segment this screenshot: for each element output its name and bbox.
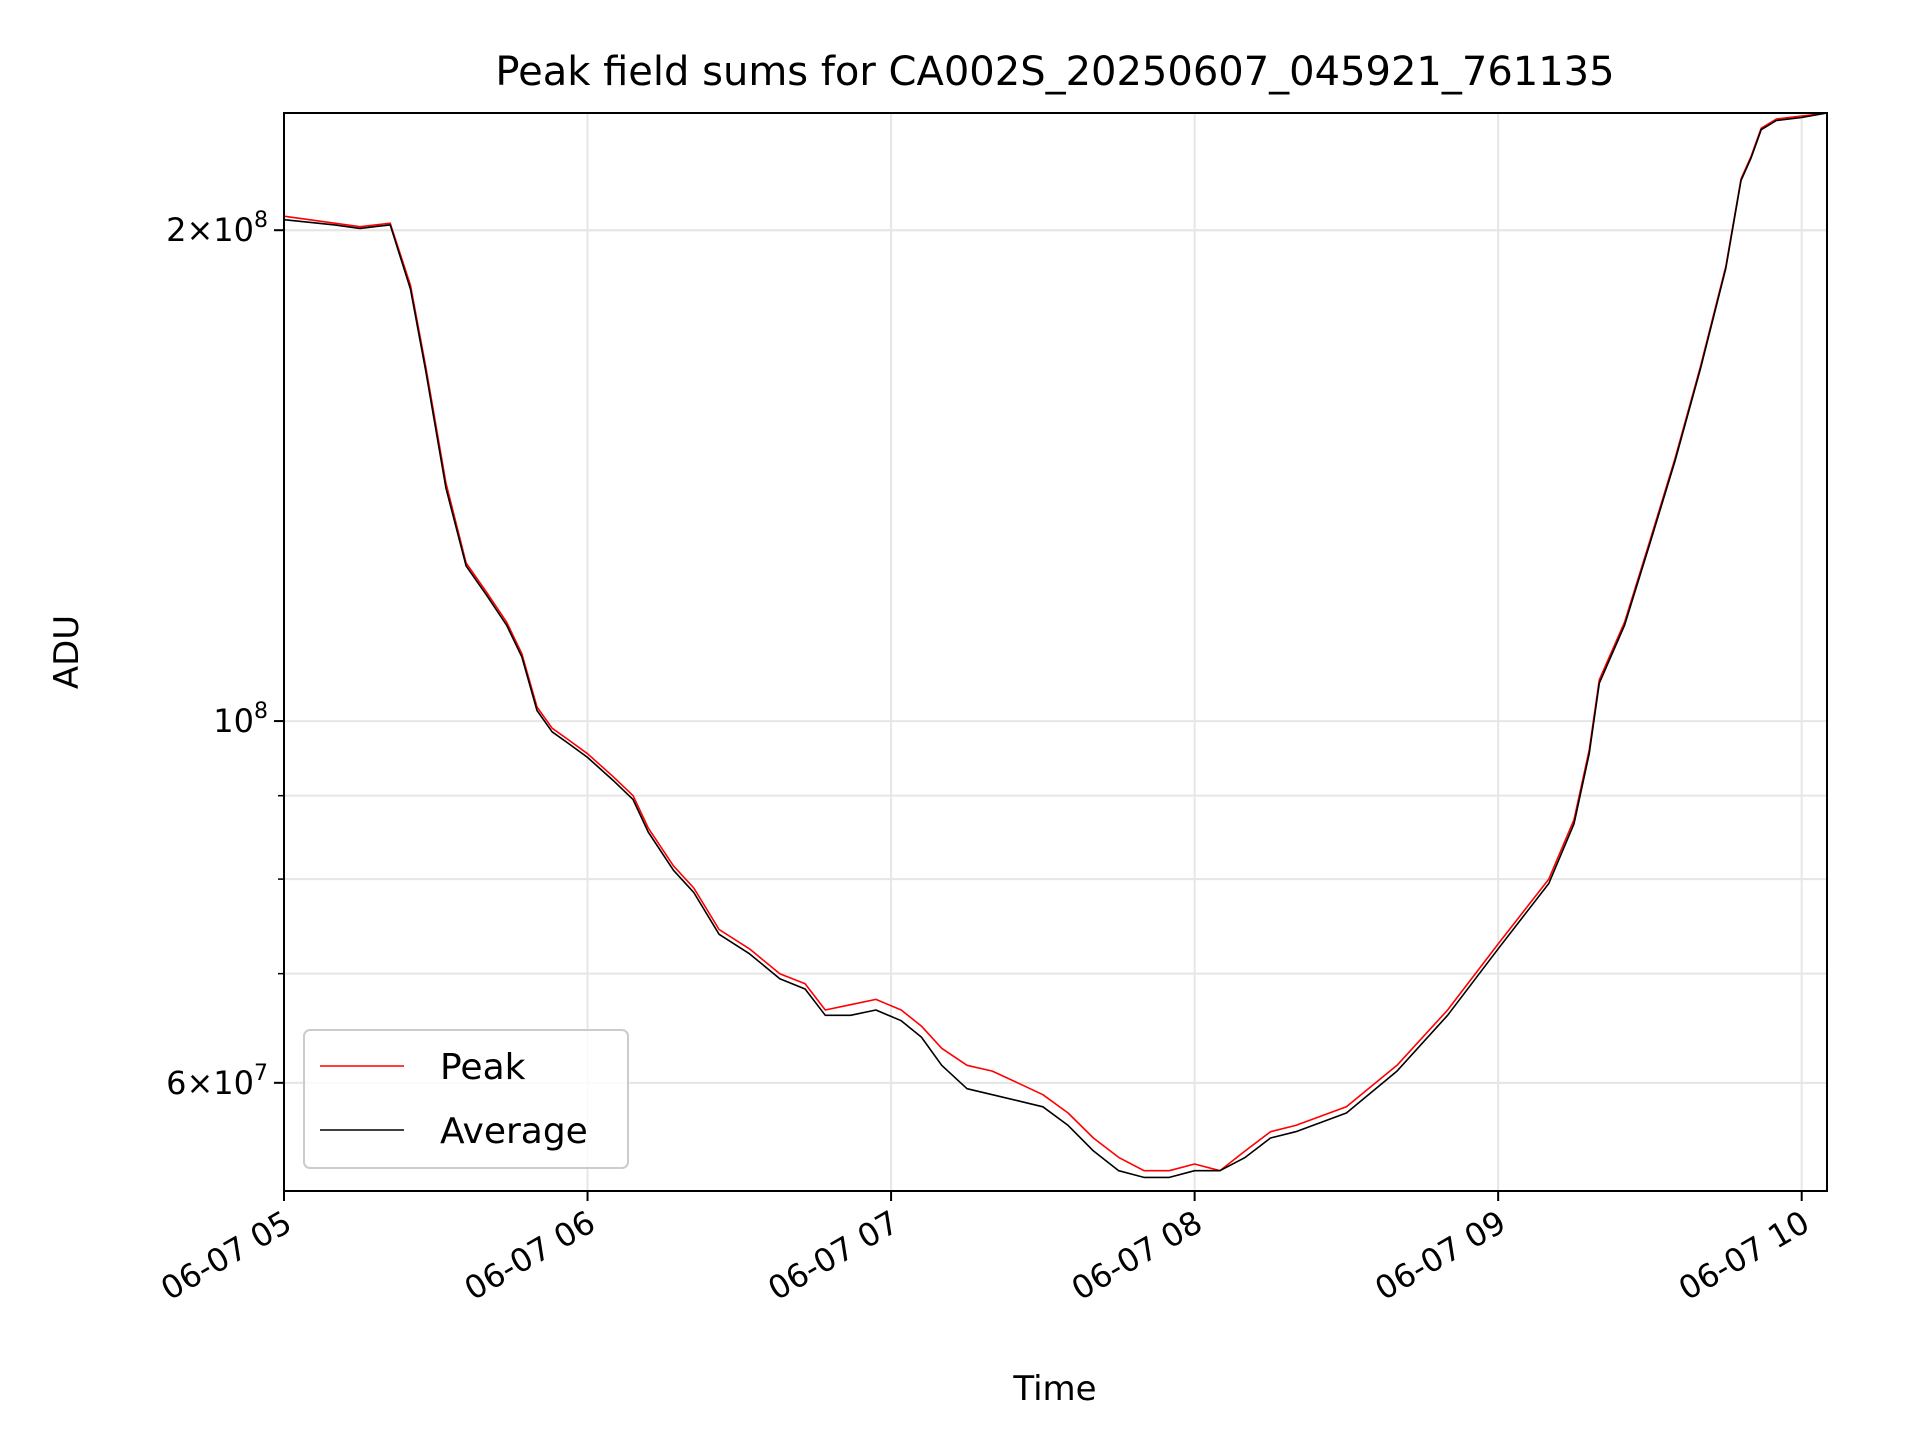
x-axis-title: Time (1012, 1369, 1096, 1409)
legend: Peak Average (303, 1029, 629, 1169)
y-tick-label: 2×108 (166, 208, 268, 249)
plot-frame (283, 112, 1828, 1192)
series-line-peak (283, 112, 1828, 1172)
y-tick-label: 108 (213, 699, 268, 740)
series-line-average (283, 112, 1828, 1179)
y-axis-title: ADU (47, 615, 87, 689)
legend-box (303, 1029, 629, 1169)
grid-lines (283, 113, 1827, 1191)
chart-title: Peak field sums for CA002S_20250607_0459… (495, 49, 1614, 95)
legend-label-peak: Peak (440, 1047, 526, 1088)
y-tick-label: 6×107 (166, 1061, 268, 1102)
series-layer (283, 112, 1828, 1179)
legend-label-average: Average (440, 1111, 588, 1152)
